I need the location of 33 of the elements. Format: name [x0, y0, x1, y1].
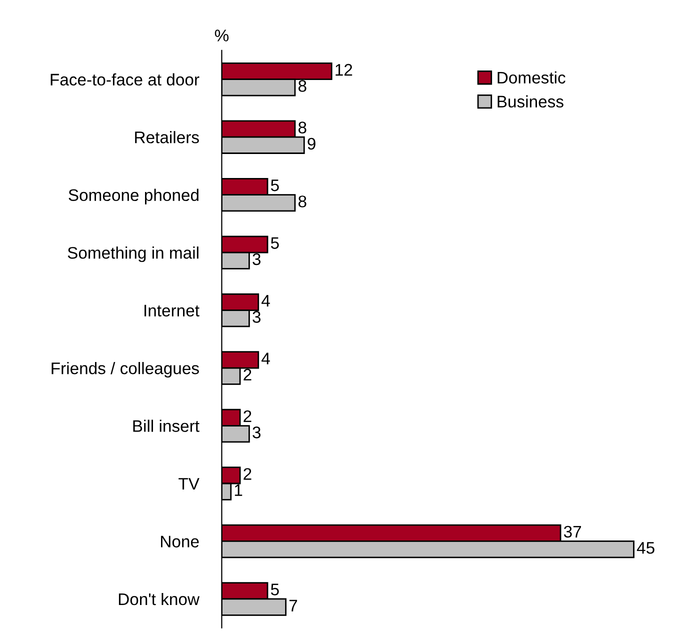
y-tick-label: None [161, 536, 199, 548]
y-tick-label: Bill insert [133, 420, 200, 432]
data-label: 2 [244, 468, 252, 480]
y-tick-label: Something in mail [68, 246, 198, 262]
legend-label: Business [498, 95, 564, 108]
data-label: 9 [308, 138, 316, 150]
data-label: 8 [298, 196, 306, 208]
data-label: 4 [262, 352, 270, 364]
data-label: 5 [270, 237, 279, 249]
y-tick-label: Friends / colleagues [52, 362, 199, 378]
data-label: 12 [336, 64, 352, 76]
data-label: 8 [298, 122, 306, 134]
data-label: 2 [244, 368, 252, 380]
legend-label: Domestic [498, 71, 566, 84]
data-label: 5 [270, 584, 279, 596]
data-label: 8 [298, 80, 306, 92]
data-label: 7 [289, 600, 298, 612]
y-tick-label: TV [178, 478, 200, 490]
y-tick-label: Retailers [135, 131, 199, 144]
data-label: 37 [564, 526, 581, 538]
y-tick-label: Face-to-face at door [50, 73, 200, 86]
data-label: 3 [252, 426, 261, 438]
y-tick-label: Internet [144, 304, 200, 316]
data-label: 3 [252, 253, 261, 266]
data-label: 45 [636, 542, 654, 554]
data-label: 2 [244, 410, 252, 422]
y-tick-label: Someone phoned [68, 188, 198, 204]
data-label: 4 [262, 295, 270, 307]
data-label: 5 [270, 180, 279, 192]
x-axis-title: % [214, 30, 229, 42]
y-tick-label: Don't know [118, 592, 200, 606]
data-label: 1 [234, 484, 242, 496]
data-label: 3 [252, 311, 261, 323]
